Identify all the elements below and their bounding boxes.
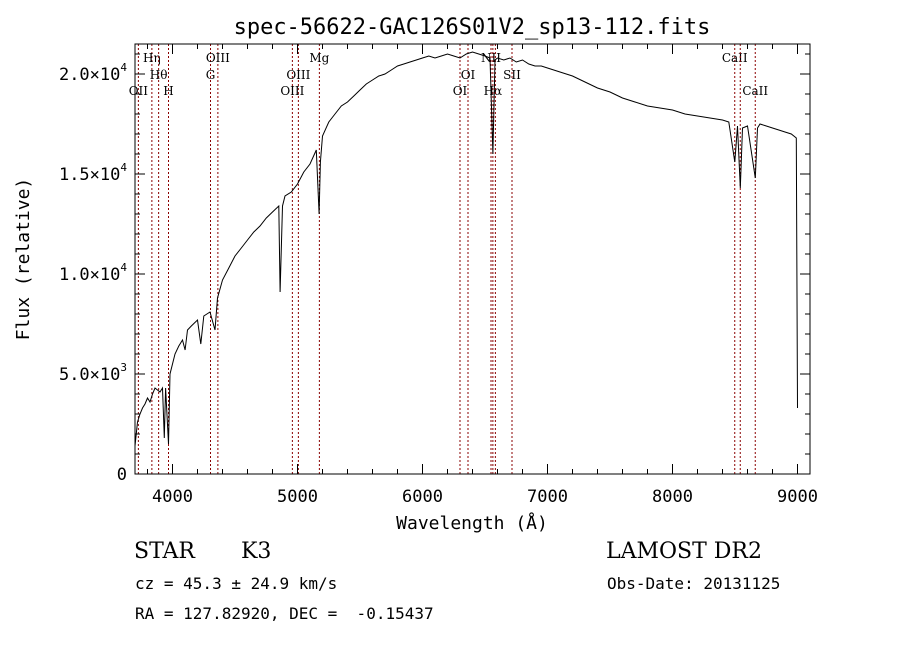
x-tick-label: 7000: [527, 487, 568, 507]
y-tick-mantissa: 0: [117, 465, 127, 485]
y-tick-exponent: 3: [120, 361, 127, 374]
line-marker-label: OIII: [286, 68, 310, 82]
y-tick-mantissa: 1.5×10: [59, 165, 120, 185]
x-tick-label: 5000: [277, 487, 318, 507]
y-tick-label: 2.0×104: [59, 61, 127, 85]
y-axis-label: Flux (relative): [13, 178, 34, 341]
chart-title: spec-56622-GAC126S01V2_sp13-112.fits: [234, 15, 711, 40]
x-tick-label: 8000: [652, 487, 693, 507]
redshift-value: cz = 45.3 ± 24.9 km/s: [135, 574, 338, 593]
line-marker-label: CaII: [742, 84, 768, 98]
line-marker-label: H: [163, 84, 173, 98]
line-marker-label: Mg: [309, 51, 329, 65]
line-marker-label: NII: [481, 51, 501, 65]
survey-name: LAMOST DR2: [606, 539, 762, 564]
line-marker-label: CaII: [722, 51, 748, 65]
y-tick-mantissa: 5.0×10: [59, 365, 120, 385]
x-axis-ticks: 4000 5000 6000 7000 8000 9000: [147, 44, 818, 507]
line-marker-label: SII: [503, 68, 521, 82]
coordinates-value: RA = 127.82920, DEC = -0.15437: [135, 604, 434, 623]
y-tick-label: 5.0×103: [59, 361, 127, 385]
y-tick-label: 0: [117, 465, 127, 485]
y-tick-label: 1.5×104: [59, 161, 127, 185]
x-tick-label: 9000: [777, 487, 818, 507]
object-subclass: K3: [241, 539, 272, 564]
x-tick-label: 6000: [402, 487, 443, 507]
plot-frame: [134, 43, 811, 475]
y-tick-exponent: 4: [120, 161, 127, 174]
object-class: STAR: [134, 539, 195, 564]
x-tick-label: 4000: [152, 487, 193, 507]
observation-date: Obs-Date: 20131125: [607, 574, 781, 593]
y-tick-exponent: 4: [120, 261, 127, 274]
y-tick-mantissa: 1.0×10: [59, 265, 120, 285]
line-marker-label: G: [206, 68, 216, 82]
x-axis-label: Wavelength (Å): [396, 512, 548, 534]
line-marker-label: OI: [461, 68, 476, 82]
spectrum-line: [134, 51, 798, 447]
line-marker-label: OI: [453, 84, 468, 98]
line-marker-label: OIII: [206, 51, 230, 65]
y-tick-mantissa: 2.0×10: [59, 65, 120, 85]
line-marker-label: Hθ: [150, 68, 168, 82]
line-marker-label: OIII: [280, 84, 304, 98]
line-marker-label: Hη: [143, 51, 161, 65]
y-tick-label: 1.0×104: [59, 261, 127, 285]
line-marker-label: OII: [129, 84, 149, 98]
line-marker-label: Hα: [484, 84, 503, 98]
y-tick-exponent: 4: [120, 61, 127, 74]
